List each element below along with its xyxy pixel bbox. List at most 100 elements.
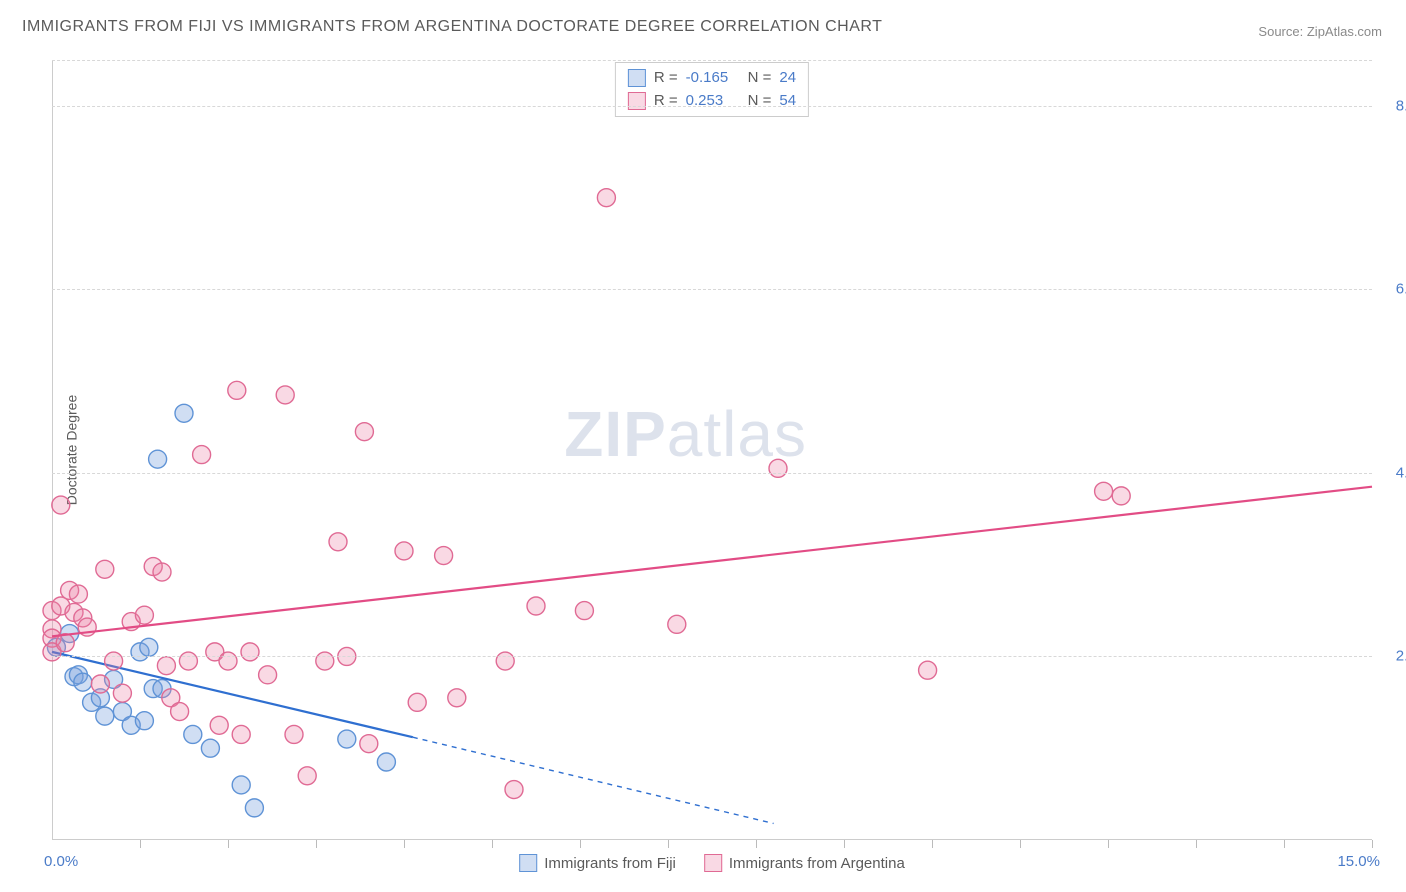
data-point xyxy=(448,689,466,707)
legend-r-value: -0.165 xyxy=(686,67,740,90)
data-point xyxy=(153,563,171,581)
x-tick xyxy=(1372,840,1373,848)
data-point xyxy=(184,725,202,743)
data-point xyxy=(355,423,373,441)
data-point xyxy=(1112,487,1130,505)
series-label: Immigrants from Argentina xyxy=(729,855,905,872)
data-point xyxy=(496,652,514,670)
trend-line xyxy=(52,487,1372,637)
data-point xyxy=(1095,482,1113,500)
legend-row: R = -0.165 N = 24 xyxy=(628,67,796,90)
legend-n-label: N = xyxy=(748,90,772,113)
x-tick xyxy=(1196,840,1197,848)
series-label: Immigrants from Fiji xyxy=(544,855,676,872)
data-point xyxy=(171,703,189,721)
data-point xyxy=(96,707,114,725)
data-point xyxy=(408,693,426,711)
data-point xyxy=(259,666,277,684)
x-axis-min-label: 0.0% xyxy=(44,853,78,870)
data-point xyxy=(435,547,453,565)
chart-svg xyxy=(52,60,1372,840)
chart-title: IMMIGRANTS FROM FIJI VS IMMIGRANTS FROM … xyxy=(22,18,882,36)
x-tick xyxy=(492,840,493,848)
data-point xyxy=(377,753,395,771)
data-point xyxy=(338,730,356,748)
data-point xyxy=(232,776,250,794)
data-point xyxy=(140,638,158,656)
x-tick xyxy=(668,840,669,848)
correlation-legend: R =-0.165N =24R =0.253N =54 xyxy=(615,62,809,117)
data-point xyxy=(919,661,937,679)
legend-n-value: 54 xyxy=(779,90,796,113)
y-tick-label: 2.0% xyxy=(1396,648,1406,665)
legend-swatch xyxy=(519,854,537,872)
data-point xyxy=(69,585,87,603)
data-point xyxy=(157,657,175,675)
x-tick xyxy=(580,840,581,848)
x-tick xyxy=(404,840,405,848)
series-legend-item: Immigrants from Fiji xyxy=(519,854,676,872)
x-tick xyxy=(140,840,141,848)
plot-area: Doctorate Degree ZIPatlas R =-0.165N =24… xyxy=(52,60,1372,840)
data-point xyxy=(285,725,303,743)
grid-line xyxy=(52,106,1372,107)
x-tick xyxy=(1284,840,1285,848)
data-point xyxy=(96,560,114,578)
data-point xyxy=(769,459,787,477)
data-point xyxy=(575,602,593,620)
y-tick-label: 6.0% xyxy=(1396,281,1406,298)
x-tick xyxy=(844,840,845,848)
y-tick-label: 4.0% xyxy=(1396,464,1406,481)
data-point xyxy=(179,652,197,670)
series-legend-item: Immigrants from Argentina xyxy=(704,854,905,872)
data-point xyxy=(149,450,167,468)
legend-n-label: N = xyxy=(748,67,772,90)
legend-r-label: R = xyxy=(654,67,678,90)
grid-line xyxy=(52,656,1372,657)
data-point xyxy=(228,381,246,399)
legend-n-value: 24 xyxy=(779,67,796,90)
x-tick xyxy=(316,840,317,848)
data-point xyxy=(135,606,153,624)
data-point xyxy=(74,673,92,691)
data-point xyxy=(91,675,109,693)
data-point xyxy=(232,725,250,743)
data-point xyxy=(113,684,131,702)
data-point xyxy=(201,739,219,757)
data-point xyxy=(668,615,686,633)
legend-swatch xyxy=(628,92,646,110)
data-point xyxy=(395,542,413,560)
data-point xyxy=(193,446,211,464)
data-point xyxy=(135,712,153,730)
legend-swatch xyxy=(628,69,646,87)
legend-row: R =0.253N =54 xyxy=(628,90,796,113)
x-tick xyxy=(228,840,229,848)
data-point xyxy=(527,597,545,615)
grid-line xyxy=(52,60,1372,61)
legend-swatch xyxy=(704,854,722,872)
data-point xyxy=(329,533,347,551)
x-axis-max-label: 15.0% xyxy=(1337,853,1380,870)
source-attribution: Source: ZipAtlas.com xyxy=(1258,24,1382,39)
data-point xyxy=(52,496,70,514)
x-tick xyxy=(1108,840,1109,848)
data-point xyxy=(175,404,193,422)
data-point xyxy=(316,652,334,670)
data-point xyxy=(298,767,316,785)
data-point xyxy=(219,652,237,670)
x-tick xyxy=(932,840,933,848)
data-point xyxy=(210,716,228,734)
data-point xyxy=(597,189,615,207)
data-point xyxy=(245,799,263,817)
data-point xyxy=(360,735,378,753)
trend-line-dashed xyxy=(413,737,774,823)
data-point xyxy=(505,781,523,799)
data-point xyxy=(241,643,259,661)
source-label: Source: xyxy=(1258,24,1303,39)
source-value: ZipAtlas.com xyxy=(1307,24,1382,39)
grid-line xyxy=(52,473,1372,474)
x-tick xyxy=(1020,840,1021,848)
series-legend: Immigrants from Fiji Immigrants from Arge… xyxy=(519,854,905,872)
legend-r-label: R = xyxy=(654,90,678,113)
data-point xyxy=(105,652,123,670)
